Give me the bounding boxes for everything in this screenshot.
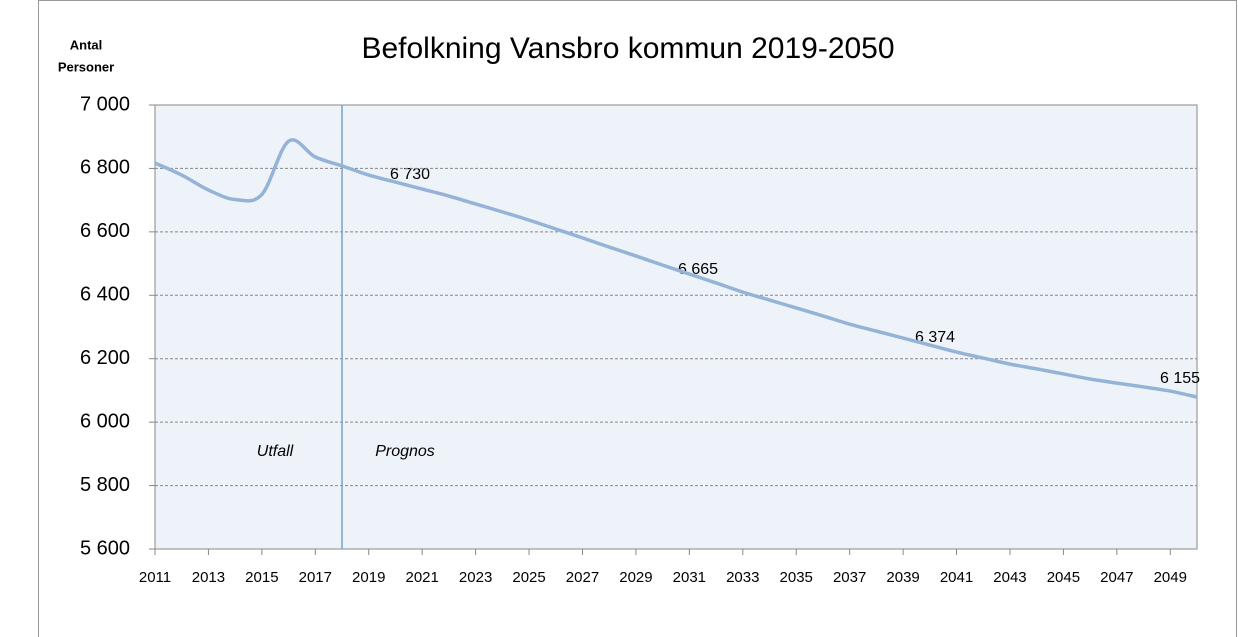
data-line: [154, 138, 1198, 399]
x-tick-label: 2031: [673, 569, 706, 586]
region-label: Utfall: [257, 443, 294, 460]
annotation: 6 730: [390, 166, 430, 183]
y-tick-label: 6 400: [80, 284, 130, 306]
annotation: 6 155: [1160, 370, 1200, 387]
x-tick-label: 2027: [566, 569, 599, 586]
x-tick-label: 2041: [940, 569, 973, 586]
y-tick-label: 6 800: [80, 157, 130, 179]
x-tick-label: 2013: [192, 569, 225, 586]
x-tick-label: 2017: [299, 569, 332, 586]
x-tick-label: 2045: [1047, 569, 1080, 586]
x-tick-label: 2033: [726, 569, 759, 586]
y-tick-label: 6 200: [80, 347, 130, 369]
region-label: Prognos: [375, 443, 435, 460]
x-tick-label: 2047: [1100, 569, 1133, 586]
y-tick-label: 6 600: [80, 220, 130, 242]
y-tick-label: 7 000: [80, 93, 130, 115]
x-tick-label: 2037: [833, 569, 866, 586]
x-tick-label: 2025: [512, 569, 545, 586]
x-tick-label: 2049: [1154, 569, 1187, 586]
y-tick-label: 6 000: [80, 410, 130, 432]
x-tick-label: 2043: [993, 569, 1026, 586]
x-tick-label: 2021: [405, 569, 438, 586]
x-tick-label: 2035: [780, 569, 813, 586]
y-axis-label: Antal: [70, 37, 103, 52]
x-tick-label: 2023: [459, 569, 492, 586]
plot-area: [154, 104, 1198, 550]
chart-title: Befolkning Vansbro kommun 2019-2050: [361, 32, 894, 65]
y-tick-label: 5 600: [80, 537, 130, 559]
y-tick-label: 5 800: [80, 474, 130, 496]
annotation: 6 374: [915, 329, 955, 346]
x-tick-label: 2029: [619, 569, 652, 586]
x-tick-label: 2011: [139, 569, 171, 586]
x-tick-label: 2039: [886, 569, 919, 586]
y-axis-label: Personer: [58, 59, 114, 74]
x-tick-label: 2019: [352, 569, 385, 586]
x-tick-label: 2015: [245, 569, 278, 586]
